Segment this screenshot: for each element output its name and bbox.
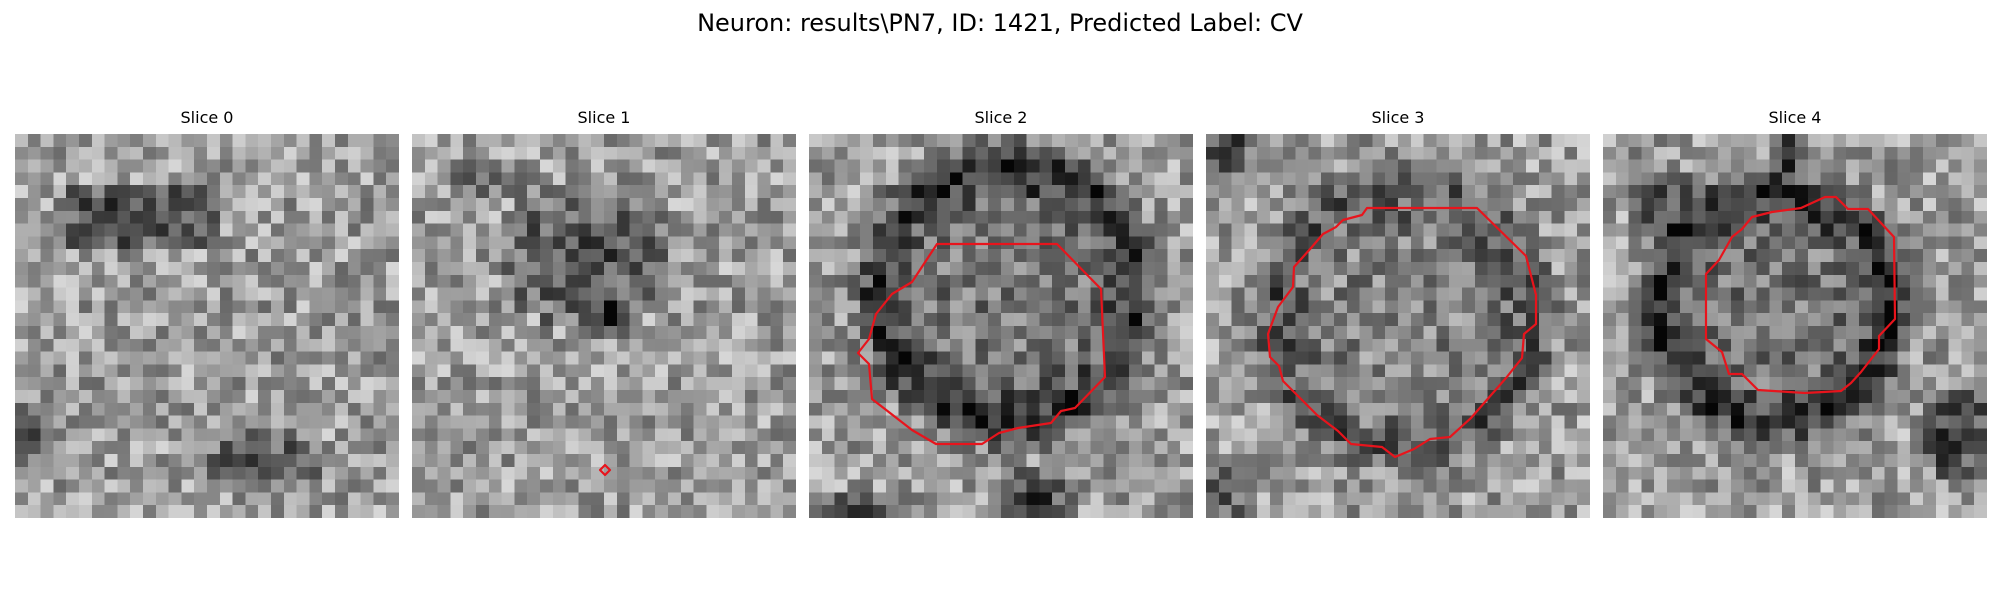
slice-title: Slice 2 — [974, 108, 1028, 127]
slice-title: Slice 3 — [1371, 108, 1425, 127]
grayscale-patch — [15, 134, 399, 518]
slice-panel-3: Slice 3 — [1206, 108, 1590, 518]
slice-panel-0: Slice 0 — [15, 108, 399, 518]
segmentation-contour — [856, 242, 1107, 446]
slice-image — [1603, 134, 1987, 518]
segmentation-contour — [1266, 206, 1538, 459]
segmentation-contour — [598, 463, 612, 477]
contour-overlay — [1266, 206, 1538, 459]
contour-overlay — [1704, 195, 1897, 395]
contour-overlay — [856, 242, 1107, 446]
contour-overlay — [15, 134, 399, 518]
slice-title: Slice 4 — [1768, 108, 1822, 127]
slice-image — [412, 134, 796, 518]
grayscale-patch — [1603, 134, 1987, 518]
segmentation-contour — [1704, 195, 1897, 395]
figure-title: Neuron: results\PN7, ID: 1421, Predicted… — [697, 9, 1303, 37]
slice-panel-1: Slice 1 — [412, 108, 796, 518]
slice-image — [15, 134, 399, 518]
slice-panel-4: Slice 4 — [1603, 108, 1987, 518]
grayscale-patch — [412, 134, 796, 518]
slice-panel-2: Slice 2 — [809, 108, 1193, 518]
slice-title: Slice 1 — [577, 108, 631, 127]
slice-image — [1206, 134, 1590, 518]
contour-overlay — [598, 463, 612, 477]
slice-image — [809, 134, 1193, 518]
slice-title: Slice 0 — [180, 108, 234, 127]
